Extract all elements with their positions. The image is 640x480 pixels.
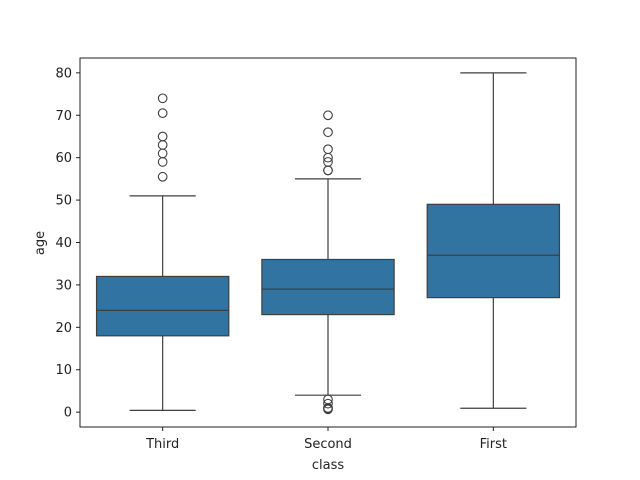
box-third — [95, 93, 230, 411]
y-tick-label: 40 — [55, 236, 72, 251]
y-tick-label: 60 — [55, 151, 72, 166]
y-tick-label: 70 — [55, 109, 72, 124]
outlier-point — [323, 110, 333, 121]
x-tick-label-second: Second — [304, 437, 352, 452]
y-tick-label: 0 — [64, 406, 72, 421]
outlier-point — [323, 127, 333, 138]
box-second — [261, 110, 395, 415]
outlier-point — [323, 398, 333, 409]
x-axis: Third Second First — [145, 427, 507, 452]
y-tick-label: 80 — [55, 66, 72, 81]
x-tick-label-third: Third — [145, 437, 179, 452]
boxes — [95, 72, 561, 415]
x-axis-label: class — [312, 458, 344, 473]
iqr-box — [95, 275, 230, 337]
iqr-box — [261, 258, 395, 316]
y-axis-label: age — [33, 231, 48, 255]
outlier-point — [157, 108, 168, 118]
box-first — [426, 72, 561, 409]
x-tick-label-first: First — [480, 437, 507, 452]
y-tick-label: 30 — [55, 278, 72, 293]
outlier-point — [323, 157, 333, 167]
outlier-point — [323, 144, 333, 155]
y-axis: 0 10 20 30 40 50 60 70 80 — [55, 66, 80, 421]
outlier-point — [157, 93, 168, 104]
outlier-point — [323, 394, 333, 405]
outlier-point — [157, 131, 168, 142]
iqr-box — [426, 203, 561, 299]
y-tick-label: 10 — [55, 363, 72, 378]
y-tick-label: 20 — [55, 321, 72, 336]
y-tick-label: 50 — [55, 194, 72, 209]
outlier-point — [157, 171, 168, 182]
